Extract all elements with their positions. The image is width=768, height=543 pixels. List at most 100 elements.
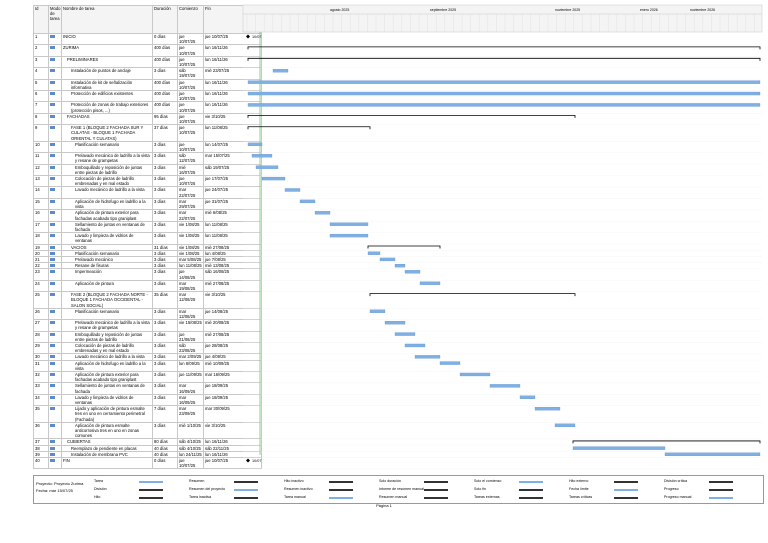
legend-swatch [424, 481, 448, 483]
legend-swatch [424, 489, 448, 491]
legend-swatch [139, 481, 163, 483]
legend-item: Hito externo [569, 479, 589, 483]
cell: Emboquillado y reposición de juntas entr… [61, 330, 153, 343]
task-bar [394, 263, 406, 268]
task-bar [369, 309, 386, 313]
task-row: 36 Aplicación de pintura esmalte anticorr… [33, 421, 262, 440]
cell: Lavado y limpieza de vidrios de ventanas [61, 232, 153, 245]
task-bar [379, 257, 396, 262]
legend-item: Progreso [664, 487, 679, 491]
task-row: 35 Lijado y aplicación de pintura esmalte… [33, 405, 262, 423]
summary-bar [247, 57, 761, 61]
legend-swatch [234, 497, 258, 499]
task-bar [384, 321, 406, 325]
task-row: 31 Aplicación de hidrofugo en ladrillo a … [33, 359, 262, 373]
cell: vie 3/10/25 [203, 112, 262, 126]
legend-item: Solo duración [379, 479, 401, 483]
task-row: 9 FASE 1 (BLOQUE 2 FACHADA SUR Y CULATAS … [33, 124, 262, 142]
task-bar [251, 154, 273, 158]
task-row: 21 Prelavado mecánico 3 días mar 5/08/25 jue… [33, 255, 262, 264]
task-row: 20 Planificación semanario 3 días vie 1/08/… [33, 249, 262, 257]
legend-item: Resumen [189, 479, 205, 483]
task-bar [534, 407, 561, 411]
cell: lun 11/08/25 [203, 232, 262, 245]
column-header: Modo de tarea [48, 5, 62, 34]
task-row: 27 Prelavado mecánico de ladrillo a la vi… [33, 319, 262, 332]
task-bar [284, 188, 301, 192]
task-bar [554, 423, 576, 427]
cell: mié 6/08/25 [203, 209, 262, 222]
legend-item: Tarea inactiva [189, 495, 212, 499]
legend-swatch [709, 481, 733, 483]
cell: Colocación de piezas de ladrillo embrena… [61, 175, 153, 188]
cell: Aplicación de pintura esmalte anticorros… [61, 421, 153, 440]
legend-item: Fecha límite [569, 487, 589, 491]
milestone [246, 34, 250, 39]
task-row: 32 Aplicación de pintura exterior para fa… [33, 370, 262, 384]
legend-swatch [139, 489, 163, 491]
task-row: 8 FACHADAS 95 días jue 10/07/25 vie 3/10/25 [33, 112, 262, 126]
timescale-label: enero 2026 [640, 8, 658, 12]
timescale-label: septiembre 2025 [430, 8, 456, 12]
task-row: 18 Lavado y limpieza de vidrios de ventan… [33, 232, 262, 245]
milestone [246, 458, 250, 463]
task-row: 37 CUBIERTAS 80 días sáb 4/10/25 lun 16/11/2… [33, 438, 262, 446]
task-bar [519, 395, 536, 399]
legend-item: Solo el comienzo [474, 479, 502, 483]
cell: FIN [61, 457, 153, 470]
task-row: 23 Impermeación 3 días jue 14/08/25 sáb 16/0… [33, 268, 262, 281]
task-row: 10 Planificación semanario 3 días jue 10/07… [33, 140, 262, 154]
cell: vie 3/10/25 [203, 421, 262, 440]
legend-item: Tarea manual [284, 495, 306, 499]
legend-swatch [519, 497, 543, 499]
cell: mar 16/09/25 [177, 382, 204, 395]
task-bar [459, 372, 491, 377]
task-row: 33 Sellamiento de juntas en ventanas de f… [33, 382, 262, 395]
legend-swatch [234, 481, 258, 483]
summary-bar [572, 440, 761, 444]
task-bar [404, 270, 421, 274]
column-header: Comienzo [177, 5, 204, 34]
cell: jue 28/08/25 [203, 341, 262, 355]
task-row: 40 FIN 0 días jue 10/07/25 jue 10/07/25 [33, 457, 262, 470]
timescale-label: noviembre 2025 [555, 8, 580, 12]
task-row: 13 Colocación de piezas de ladrillo embre… [33, 175, 262, 188]
task-bar [394, 332, 416, 336]
summary-bar [367, 245, 441, 249]
task-row: 30 Lavado mecánico de ladrillo a la vista… [33, 353, 262, 361]
cell: jue 10/07/25 [177, 78, 204, 92]
task-bar [439, 361, 461, 365]
task-bar [272, 69, 289, 73]
task-row: 6 Protección de edificios existentes 400 d… [33, 90, 262, 103]
legend-swatch [709, 497, 733, 499]
summary-bar [247, 114, 576, 118]
task-bar [247, 103, 761, 107]
task-bar [329, 222, 369, 226]
cell: Aplicación de pintura exterior para fach… [61, 370, 153, 384]
project-name: Proyecto: Proyecto Zurima [36, 481, 84, 486]
legend-swatch [709, 489, 733, 491]
summary-bar [369, 293, 576, 297]
cell: mar 22/07/25 [177, 209, 204, 222]
task-bar [404, 343, 426, 348]
cell: 40 [33, 457, 49, 470]
task-bar [247, 142, 263, 147]
legend-item: Tarea [94, 479, 103, 483]
task-row: 28 Emboquillado y reposición de juntas en… [33, 330, 262, 343]
task-bar [367, 251, 381, 255]
legend-item: Solo fin [474, 487, 486, 491]
task-row: 19 VACIOS 31 días vie 1/08/25 mié 27/08/25 [33, 243, 262, 251]
cell: jue 10/07/25 [177, 55, 204, 69]
task-bar [255, 165, 279, 169]
summary-bar [247, 46, 761, 50]
cell: jue 18/09/25 [203, 393, 262, 407]
task-bar [419, 281, 441, 285]
task-bar [247, 80, 761, 84]
cell: Prelavado mecánico de ladrillo a la vist… [61, 319, 153, 332]
legend-item: División crítica [664, 479, 688, 483]
cell: 3 días [152, 393, 178, 407]
cell: sáb 23/08/25 [177, 341, 204, 355]
column-header: Nombre de tarea [61, 5, 153, 34]
timescale-label: agosto 2025 [330, 8, 349, 12]
